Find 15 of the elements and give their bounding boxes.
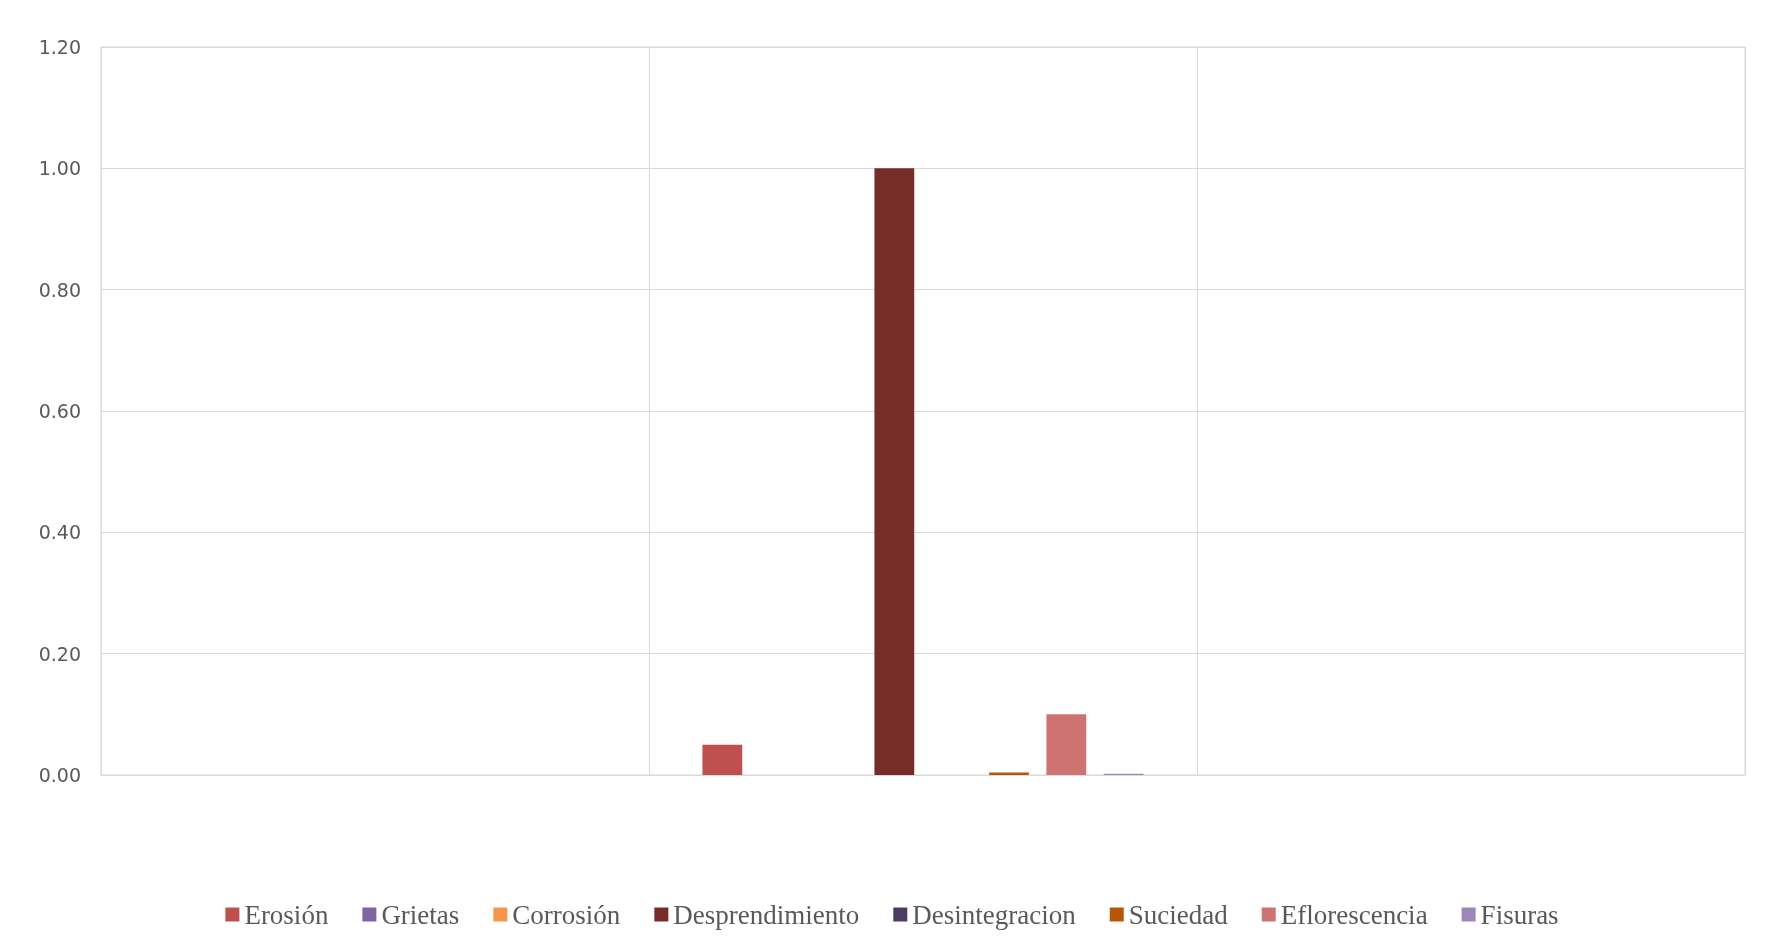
y-tick-label: 0.20 (38, 642, 81, 665)
legend-label: Fisuras (1480, 899, 1559, 930)
y-tick-label: 1.20 (38, 36, 81, 58)
legend-label: Desintegracion (912, 899, 1077, 930)
legend-label: Suciedad (1128, 899, 1229, 930)
legend-label: Corrosión (512, 899, 621, 930)
y-tick-label: 1.00 (38, 157, 81, 180)
legend-label: Desprendimiento (673, 899, 860, 930)
y-tick-label: 0.60 (38, 400, 81, 422)
y-tick-label: 0.40 (38, 521, 81, 544)
legend-label: Erosión (244, 899, 329, 930)
y-tick-label: 0.00 (38, 764, 81, 786)
y-tick-label: 0.80 (38, 278, 81, 301)
legend-label: Grietas (381, 899, 460, 930)
legend-label: Eflorescencia (1280, 899, 1428, 930)
